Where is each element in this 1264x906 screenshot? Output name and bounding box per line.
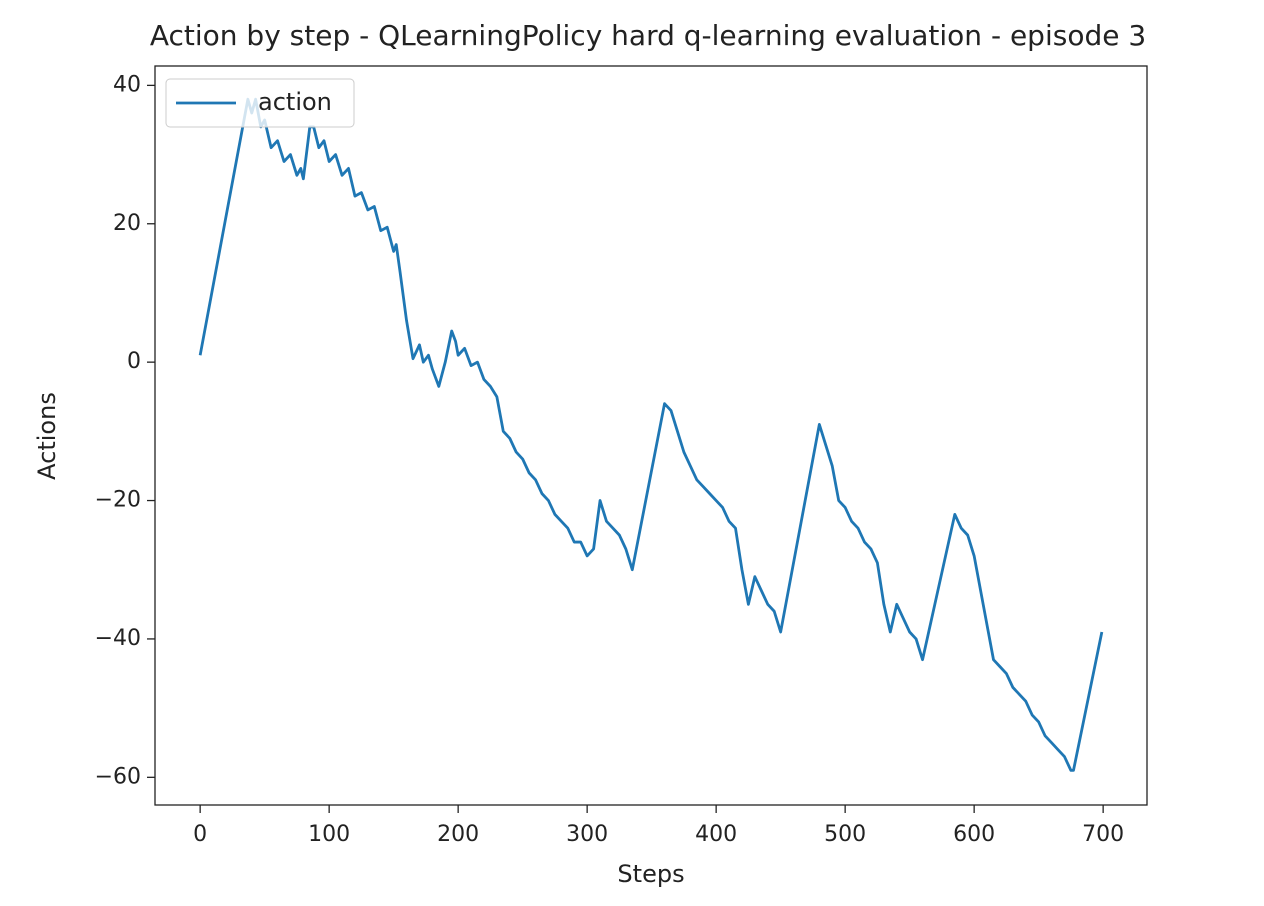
x-axis-label: Steps bbox=[617, 860, 684, 888]
chart-title: Action by step - QLearningPolicy hard q-… bbox=[150, 19, 1146, 52]
x-tick-label: 600 bbox=[953, 822, 995, 847]
x-tick-label: 200 bbox=[437, 822, 479, 847]
y-tick-label: −60 bbox=[95, 764, 141, 789]
x-tick-label: 0 bbox=[193, 822, 207, 847]
legend-box bbox=[165, 78, 355, 128]
x-tick-label: 300 bbox=[566, 822, 608, 847]
data-line bbox=[198, 97, 1104, 772]
y-tick-label: 40 bbox=[113, 72, 141, 97]
x-tick-label: 100 bbox=[308, 822, 350, 847]
x-tick-label: 400 bbox=[695, 822, 737, 847]
y-axis-label: Actions bbox=[33, 392, 61, 480]
legend-label: action bbox=[258, 88, 332, 116]
x-tick-label: 700 bbox=[1082, 822, 1124, 847]
axes-frame bbox=[154, 65, 1148, 806]
y-tick-label: 20 bbox=[113, 211, 141, 236]
x-tick-label: 500 bbox=[824, 822, 866, 847]
y-tick-label: −20 bbox=[95, 488, 141, 513]
y-tick-label: −40 bbox=[95, 626, 141, 651]
y-tick-label: 0 bbox=[127, 349, 141, 374]
